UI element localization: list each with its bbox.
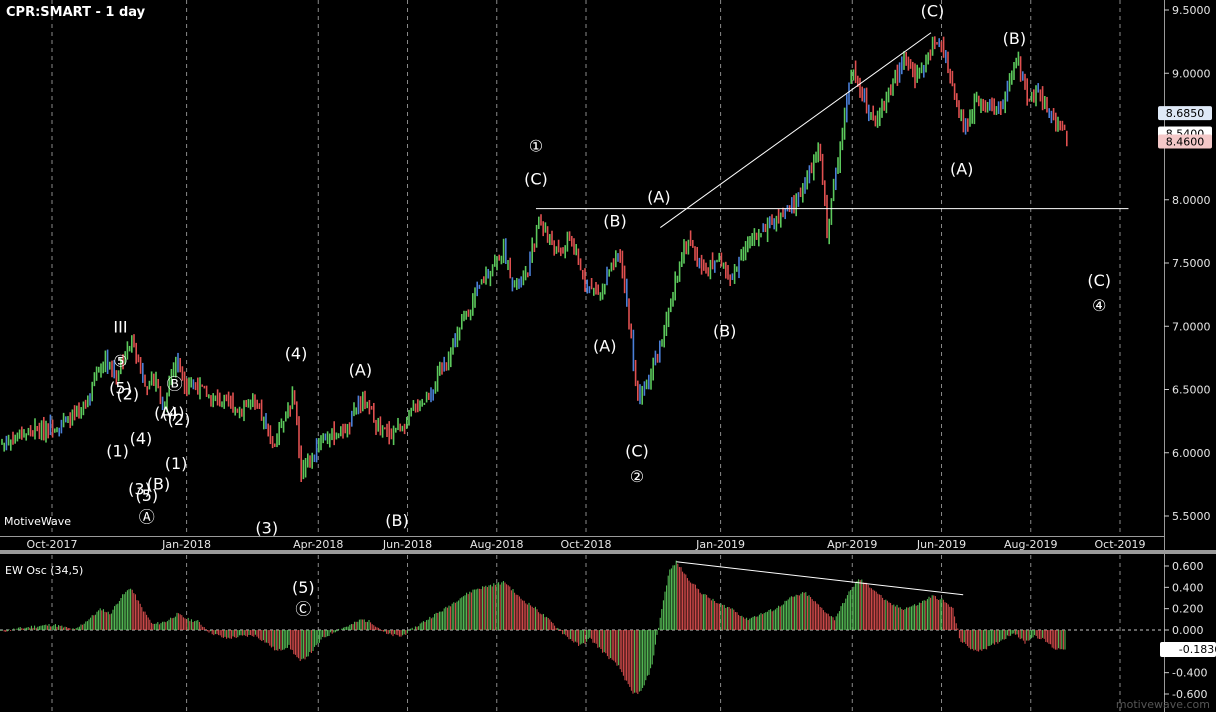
osc-tick-label: 0.600 <box>1172 560 1204 573</box>
osc-current-value: -0.1836 <box>1179 643 1216 656</box>
x-tick-label: Apr-2019 <box>827 538 877 551</box>
wave-label: (A) <box>647 187 670 206</box>
wave-label: (B) <box>385 511 408 530</box>
wave-label: ④ <box>1092 296 1106 315</box>
wave-label: III <box>113 318 127 337</box>
wave-label: (4) <box>162 404 185 423</box>
wave-label: (4) <box>285 344 308 363</box>
wave-label: (A) <box>349 361 372 380</box>
wave-label: ⑤ <box>113 352 127 371</box>
wave-labels: III⑤(5)(2)(1)(4)(3)(5)ⒶⒷ(A)(4)(2)(B)(1)(… <box>106 0 1111 619</box>
wave-label: (3) <box>128 479 151 498</box>
x-tick-label: Oct-2018 <box>561 538 612 551</box>
site-watermark: motivewave.com <box>1116 698 1210 711</box>
wave-label: (C) <box>921 1 945 20</box>
wave-label: (4) <box>130 429 153 448</box>
wave-label: Ⓑ <box>167 375 183 394</box>
wave-label: (B) <box>603 211 626 230</box>
pane-divider[interactable] <box>0 550 1216 554</box>
wave-label: (5) <box>109 378 132 397</box>
price-badge-label: 8.4600 <box>1166 136 1205 149</box>
y-tick-label: 9.5000 <box>1172 4 1211 17</box>
x-tick-label: Jun-2019 <box>916 538 966 551</box>
osc-tick-label: 0.200 <box>1172 603 1204 616</box>
y-tick-label: 8.0000 <box>1172 194 1211 207</box>
y-tick-label: 6.5000 <box>1172 384 1211 397</box>
wave-label: ① <box>529 137 543 156</box>
oscillator-bars <box>0 560 1066 695</box>
x-tick-label: Jan-2019 <box>695 538 745 551</box>
wave-label: (5) <box>135 486 158 505</box>
wave-label: (A) <box>950 159 973 178</box>
wave-label: (1) <box>106 442 129 461</box>
y-tick-label: 9.0000 <box>1172 67 1211 80</box>
chart-title: CPR:SMART - 1 day <box>6 5 146 20</box>
y-tick-label: 5.5000 <box>1172 510 1211 523</box>
osc-tick-label: -0.600 <box>1172 688 1207 701</box>
y-tick-label: 7.5000 <box>1172 257 1211 270</box>
price-badge <box>1158 134 1212 149</box>
wave-label: (A) <box>593 337 616 356</box>
x-tick-label: Apr-2018 <box>293 538 343 551</box>
wave-label: (C) <box>1087 271 1111 290</box>
price-badge-label: 8.6850 <box>1166 107 1205 120</box>
osc-value-badge <box>1160 642 1216 657</box>
price-badge <box>1158 106 1212 121</box>
x-tick-label: Jan-2018 <box>161 538 211 551</box>
osc-title: EW Osc (34,5) <box>5 564 83 577</box>
wave-label: (A) <box>154 404 177 423</box>
wave-label: (3) <box>255 519 278 538</box>
wave-label: Ⓐ <box>139 507 155 526</box>
x-tick-label: Oct-2017 <box>27 538 78 551</box>
x-tick-label: Oct-2019 <box>1095 538 1146 551</box>
y-tick-label: 7.0000 <box>1172 320 1211 333</box>
wave-label: Ⓒ <box>295 600 311 619</box>
wave-label: (1) <box>165 454 188 473</box>
wave-label: (5) <box>292 578 315 597</box>
x-tick-label: Aug-2018 <box>470 538 523 551</box>
osc-tick-label: 0.400 <box>1172 581 1204 594</box>
wave-label: (B) <box>147 474 170 493</box>
x-tick-label: Jun-2018 <box>382 538 432 551</box>
wave-label: ② <box>630 467 644 486</box>
wave-label: (B) <box>1003 29 1026 48</box>
osc-tick-label: -0.400 <box>1172 667 1207 680</box>
price-trendline[interactable] <box>660 32 932 228</box>
price-bars <box>1 36 1068 482</box>
wave-label: (C) <box>524 170 548 189</box>
wave-label: (B) <box>713 321 736 340</box>
wave-label: (C) <box>625 442 649 461</box>
trendlines[interactable] <box>535 32 1129 596</box>
wave-label: (2) <box>116 385 139 404</box>
price-grid <box>51 0 1121 712</box>
wave-label: (2) <box>168 410 191 429</box>
osc-trendline[interactable] <box>676 561 964 596</box>
y-tick-label: 6.0000 <box>1172 447 1211 460</box>
osc-tick-label: 0.000 <box>1172 624 1204 637</box>
x-tick-label: Aug-2019 <box>1004 538 1057 551</box>
watermark: MotiveWave <box>4 515 71 528</box>
